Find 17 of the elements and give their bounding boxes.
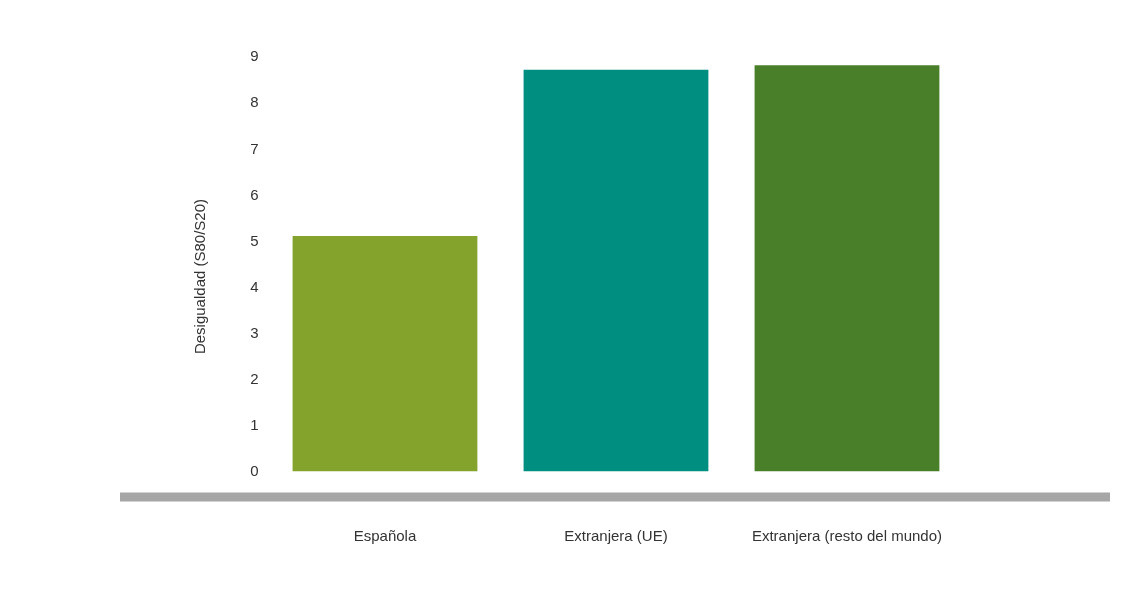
y-tick-label: 2: [250, 370, 259, 388]
x-tick-label: Española: [353, 527, 417, 544]
y-tick-label: 3: [250, 324, 259, 342]
y-tick-label: 4: [250, 277, 259, 295]
y-tick-label: 8: [250, 93, 259, 111]
y-tick-label: 7: [250, 139, 259, 157]
y-axis-title: Desigualdad (S80/S20): [191, 198, 209, 355]
x-tick-label: Extranjera (UE): [564, 527, 668, 544]
y-tick-label: 1: [250, 416, 259, 434]
bar: [523, 69, 709, 472]
y-tick-label: 6: [250, 185, 259, 203]
x-tick-label: Extranjera (resto del mundo): [751, 527, 943, 544]
y-tick-label: 9: [250, 47, 259, 65]
y-tick-label: 5: [250, 231, 259, 249]
bar: [754, 65, 940, 472]
y-tick-label: 0: [250, 462, 259, 480]
bar: [292, 235, 478, 472]
